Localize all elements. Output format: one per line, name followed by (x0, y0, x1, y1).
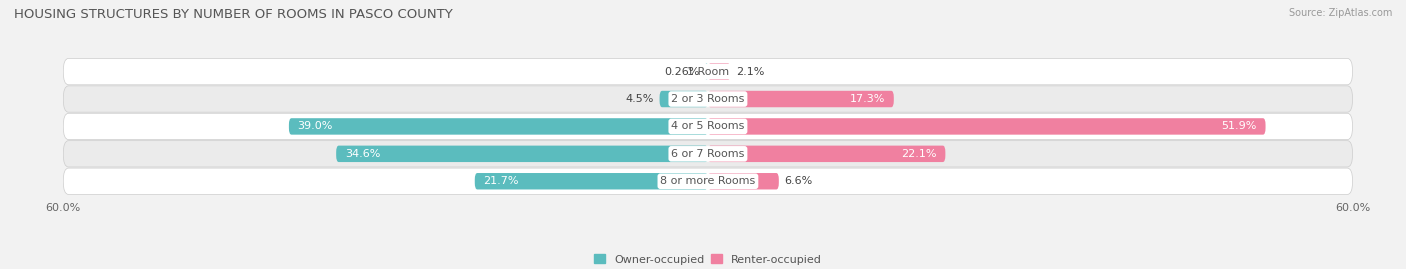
FancyBboxPatch shape (707, 118, 1265, 135)
FancyBboxPatch shape (707, 173, 779, 189)
Text: 8 or more Rooms: 8 or more Rooms (661, 176, 755, 186)
Text: HOUSING STRUCTURES BY NUMBER OF ROOMS IN PASCO COUNTY: HOUSING STRUCTURES BY NUMBER OF ROOMS IN… (14, 8, 453, 21)
Text: 39.0%: 39.0% (298, 121, 333, 132)
Legend: Owner-occupied, Renter-occupied: Owner-occupied, Renter-occupied (589, 250, 827, 269)
FancyBboxPatch shape (63, 58, 1353, 85)
Text: Source: ZipAtlas.com: Source: ZipAtlas.com (1288, 8, 1392, 18)
Text: 17.3%: 17.3% (849, 94, 886, 104)
FancyBboxPatch shape (707, 146, 945, 162)
FancyBboxPatch shape (707, 91, 894, 107)
FancyBboxPatch shape (659, 91, 707, 107)
FancyBboxPatch shape (63, 168, 1353, 194)
FancyBboxPatch shape (475, 173, 707, 189)
FancyBboxPatch shape (336, 146, 707, 162)
Text: 4 or 5 Rooms: 4 or 5 Rooms (671, 121, 745, 132)
FancyBboxPatch shape (288, 118, 707, 135)
Text: 6.6%: 6.6% (785, 176, 813, 186)
Text: 21.7%: 21.7% (484, 176, 519, 186)
FancyBboxPatch shape (63, 113, 1353, 140)
FancyBboxPatch shape (707, 63, 731, 80)
Text: 4.5%: 4.5% (626, 94, 654, 104)
Text: 22.1%: 22.1% (901, 149, 936, 159)
Text: 2 or 3 Rooms: 2 or 3 Rooms (671, 94, 745, 104)
FancyBboxPatch shape (706, 63, 707, 80)
Text: 34.6%: 34.6% (344, 149, 380, 159)
Text: 0.26%: 0.26% (665, 67, 700, 77)
Text: 2.1%: 2.1% (735, 67, 765, 77)
Text: 6 or 7 Rooms: 6 or 7 Rooms (671, 149, 745, 159)
FancyBboxPatch shape (63, 141, 1353, 167)
FancyBboxPatch shape (63, 86, 1353, 112)
Text: 1 Room: 1 Room (688, 67, 728, 77)
Text: 51.9%: 51.9% (1222, 121, 1257, 132)
